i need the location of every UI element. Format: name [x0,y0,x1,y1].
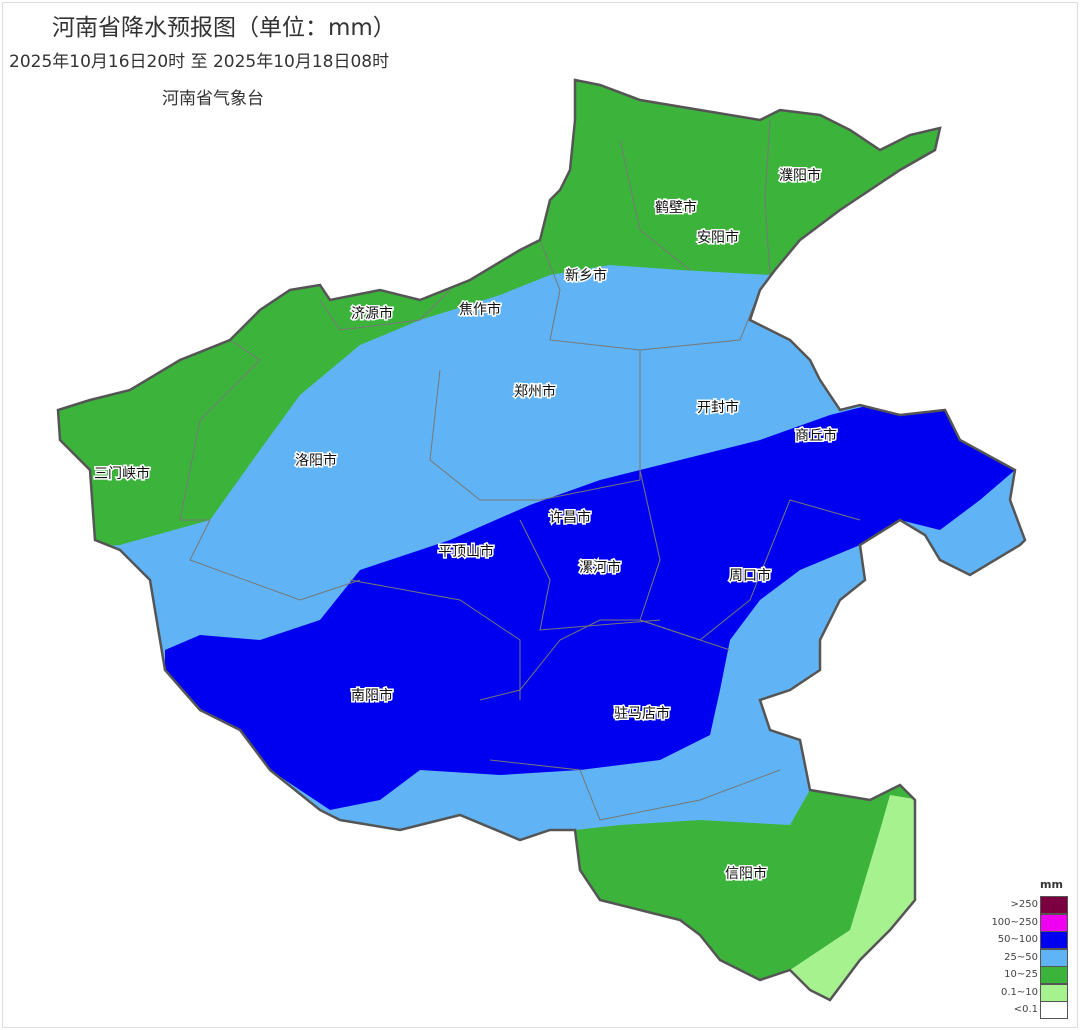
legend-label: >250 [1010,899,1038,910]
city-label: 信阳市 [725,865,767,882]
legend-swatch [1040,913,1068,932]
city-label: 濮阳市 [779,167,821,184]
legend-swatch [1040,966,1068,984]
city-label: 漯河市 [579,559,621,576]
legend-swatch [1040,931,1068,949]
legend-label: 0.1~10 [1000,986,1038,998]
legend-item: 25~50 [1004,948,1068,967]
city-label: 周口市 [729,567,771,584]
zone-50-100 [165,405,1015,810]
legend-label: 50~100 [997,934,1038,945]
legend-swatch [1040,1001,1068,1019]
province-outline [56,78,1027,1002]
city-label: 平顶山市 [438,543,494,560]
forecast-period: 2025年10月16日20时 至 2025年10月18日08时 [9,52,390,72]
legend-label: 10~25 [1004,969,1038,980]
legend-swatch [1040,983,1068,1002]
city-boundaries [179,119,861,821]
city-label: 鹤壁市 [655,199,697,216]
legend-swatch [1040,896,1068,914]
city-label: 焦作市 [459,301,501,318]
legend-item: 50~100 [998,931,1068,949]
legend-item: 100~250 [991,913,1068,932]
legend-item: 0.1~10 [1001,983,1068,1002]
city-label: 商丘市 [795,427,837,444]
legend-unit: mm [1040,878,1063,891]
city-label: 开封市 [697,399,739,416]
legend-label: <0.1 [1013,1004,1038,1015]
map-title: 河南省降水预报图（单位：mm） [52,15,396,41]
city-label: 南阳市 [351,687,393,704]
city-label: 济源市 [351,305,393,322]
city-label: 许昌市 [549,509,591,526]
legend-item: >250 [1006,896,1068,914]
city-label: 驻马店市 [614,705,670,722]
zone-0.1-10 [790,795,920,1000]
issuer: 河南省气象台 [162,89,264,109]
legend-label: 25~50 [1004,951,1038,963]
city-label: 郑州市 [514,383,556,400]
city-label: 三门峡市 [94,465,150,482]
city-label: 安阳市 [697,229,739,246]
legend-label: 100~250 [991,916,1038,928]
legend-swatch [1040,948,1068,967]
legend-item: 10~25 [1004,966,1068,984]
city-label: 洛阳市 [295,452,337,469]
legend-item: <0.1 [1006,1001,1068,1019]
city-label: 新乡市 [565,267,607,284]
